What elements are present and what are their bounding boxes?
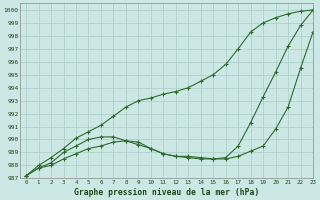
X-axis label: Graphe pression niveau de la mer (hPa): Graphe pression niveau de la mer (hPa) — [74, 188, 259, 197]
